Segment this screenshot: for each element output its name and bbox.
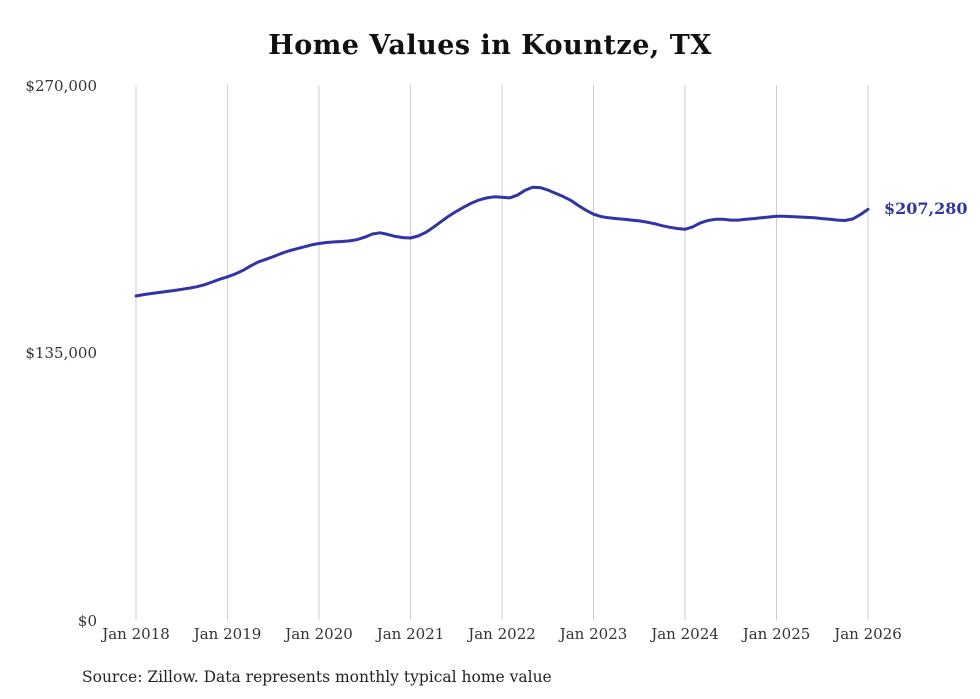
x-axis-tick-label: Jan 2018 <box>102 625 170 643</box>
x-axis-tick-label: Jan 2019 <box>193 625 262 643</box>
y-axis-tick-label: $135,000 <box>25 344 97 362</box>
x-axis-tick-label: Jan 2023 <box>559 625 628 643</box>
y-axis-tick-label: $270,000 <box>25 77 97 95</box>
x-axis-tick-label: Jan 2020 <box>285 625 353 643</box>
x-axis: Jan 2018 Jan 2019 Jan 2020 Jan 2021 Jan 2022… <box>0 625 980 649</box>
x-axis-tick-label: Jan 2022 <box>468 625 536 643</box>
latest-value-label: $207,280 <box>884 199 968 219</box>
x-axis-tick-label: Jan 2026 <box>834 625 902 643</box>
source-note: Source: Zillow. Data represents monthly … <box>82 668 552 686</box>
x-axis-tick-label: Jan 2024 <box>651 625 719 643</box>
home-value-line <box>134 185 870 298</box>
y-axis-tick-label: $0 <box>77 612 97 630</box>
chart-title: Home Values in Kountze, TX <box>268 30 712 61</box>
x-axis-tick-label: Jan 2021 <box>376 625 445 643</box>
x-axis-tick-label: Jan 2025 <box>742 625 811 643</box>
